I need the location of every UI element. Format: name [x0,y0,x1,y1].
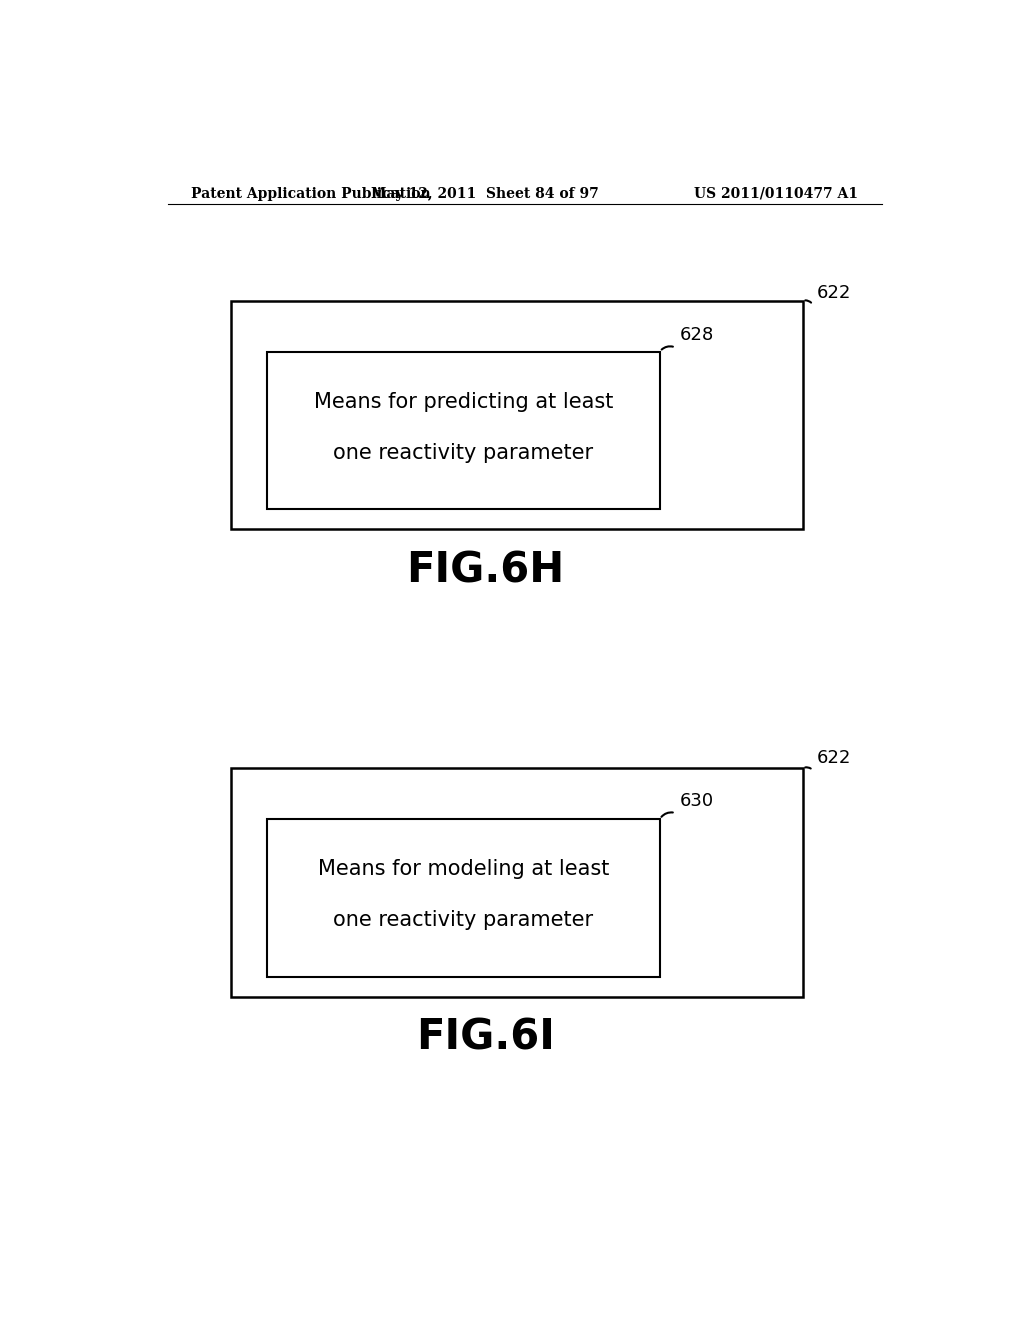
Text: 628: 628 [680,326,714,345]
Bar [231,301,803,529]
Bar [231,768,803,997]
Bar [267,351,659,510]
Text: one reactivity parameter: one reactivity parameter [333,442,593,462]
Text: FIG.6H: FIG.6H [406,549,564,591]
Bar [267,818,659,977]
Text: Patent Application Publication: Patent Application Publication [191,187,431,201]
Text: FIG.6I: FIG.6I [416,1016,555,1059]
Text: 622: 622 [817,748,851,767]
Text: 622: 622 [817,284,851,301]
Text: Means for predicting at least: Means for predicting at least [313,392,613,412]
Text: May 12, 2011  Sheet 84 of 97: May 12, 2011 Sheet 84 of 97 [372,187,599,201]
Text: one reactivity parameter: one reactivity parameter [333,911,593,931]
Text: 630: 630 [680,792,714,809]
Text: US 2011/0110477 A1: US 2011/0110477 A1 [694,187,858,201]
Text: Means for modeling at least: Means for modeling at least [317,859,609,879]
